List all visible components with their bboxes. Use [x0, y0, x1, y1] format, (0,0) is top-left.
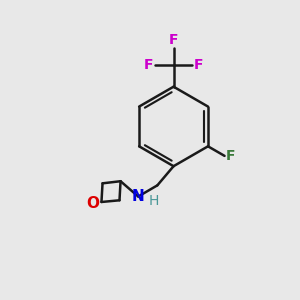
Text: F: F [194, 58, 203, 73]
Text: H: H [148, 194, 159, 208]
Text: F: F [226, 149, 236, 163]
Text: O: O [86, 196, 99, 211]
Text: N: N [132, 189, 145, 204]
Text: F: F [169, 33, 178, 47]
Text: F: F [144, 58, 153, 73]
